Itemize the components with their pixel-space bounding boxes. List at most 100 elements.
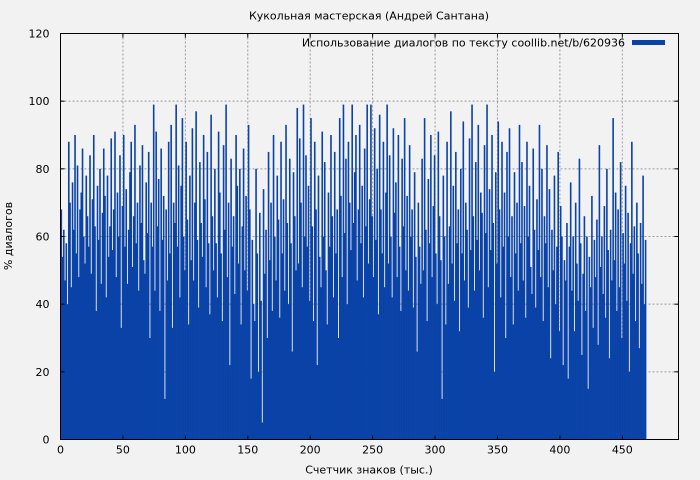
bar: [396, 277, 398, 440]
bar: [548, 189, 551, 440]
bar: [179, 297, 181, 440]
y-tick-label: 120: [29, 28, 50, 41]
bar: [271, 310, 274, 440]
bar: [441, 398, 443, 440]
bar: [338, 118, 341, 440]
bar: [82, 236, 85, 440]
bar: [162, 195, 165, 440]
bar: [461, 253, 463, 440]
bar: [563, 260, 566, 440]
bar: [177, 165, 180, 440]
bar: [327, 192, 330, 440]
bar: [200, 222, 202, 440]
bar: [639, 222, 642, 440]
bar: [288, 158, 291, 440]
bar: [519, 243, 522, 440]
bar: [94, 226, 96, 440]
bar: [482, 317, 485, 440]
bar: [412, 307, 415, 440]
bar: [340, 195, 342, 440]
bar: [97, 239, 100, 440]
bar: [72, 229, 75, 440]
bar: [265, 229, 267, 440]
bar: [376, 168, 378, 440]
x-axis-label: Счетчик знаков (тыс.): [305, 464, 433, 477]
bar: [427, 178, 430, 440]
bar: [75, 253, 78, 440]
bar: [436, 304, 438, 440]
bar: [205, 287, 207, 440]
bar: [61, 256, 64, 440]
bar: [270, 202, 272, 440]
bar: [539, 277, 542, 440]
bar: [278, 317, 281, 440]
bar: [380, 209, 382, 440]
bar: [558, 331, 561, 440]
bar: [175, 104, 177, 440]
bar: [375, 239, 377, 440]
bar: [498, 209, 501, 440]
bar: [130, 141, 133, 440]
bar: [272, 135, 275, 440]
bar: [416, 351, 418, 440]
bar: [150, 202, 152, 440]
bar: [220, 253, 222, 440]
bar: [491, 135, 493, 440]
bar: [638, 348, 641, 440]
bar: [298, 138, 301, 440]
bar: [236, 185, 239, 440]
bar: [317, 175, 320, 440]
bar: [386, 104, 388, 440]
bar: [131, 266, 134, 440]
bar: [422, 270, 425, 440]
bar: [104, 195, 106, 440]
bar: [358, 124, 361, 440]
bar: [266, 338, 269, 440]
bar: [362, 297, 365, 440]
bar: [224, 229, 226, 440]
bar: [160, 148, 162, 440]
bar: [531, 294, 533, 440]
bar: [264, 273, 266, 440]
bar: [87, 246, 90, 440]
bar: [172, 202, 175, 440]
bar: [293, 216, 296, 440]
bar: [170, 124, 172, 440]
legend: Использование диалогов по тексту coollib…: [302, 37, 665, 50]
bar: [567, 378, 569, 440]
bar: [69, 202, 71, 440]
bar: [194, 202, 196, 440]
bar: [315, 209, 317, 440]
bar: [549, 358, 552, 440]
bar: [417, 202, 420, 440]
bar: [392, 128, 395, 440]
y-axis-ticks: 0 20 40 60 80 100 120: [29, 28, 679, 447]
bar: [430, 135, 432, 440]
bar: [644, 239, 647, 440]
bar: [259, 212, 261, 440]
bar: [586, 236, 588, 440]
bar: [582, 273, 584, 440]
bar: [527, 236, 530, 440]
bar: [636, 202, 638, 440]
bar: [406, 195, 408, 440]
bar: [137, 290, 140, 440]
bar: [201, 256, 204, 440]
bar: [513, 172, 516, 440]
bar: [321, 131, 324, 440]
bar: [432, 206, 435, 440]
legend-swatch: [632, 40, 665, 45]
bar: [146, 233, 149, 440]
bar: [537, 250, 540, 440]
bar: [336, 209, 339, 440]
bar: [526, 141, 528, 440]
bar: [603, 206, 606, 440]
bar: [85, 175, 88, 440]
bar: [230, 158, 232, 440]
bar: [110, 138, 113, 440]
bar: [231, 246, 234, 440]
bar: [316, 365, 319, 440]
bar: [626, 300, 628, 440]
bar: [496, 263, 498, 440]
